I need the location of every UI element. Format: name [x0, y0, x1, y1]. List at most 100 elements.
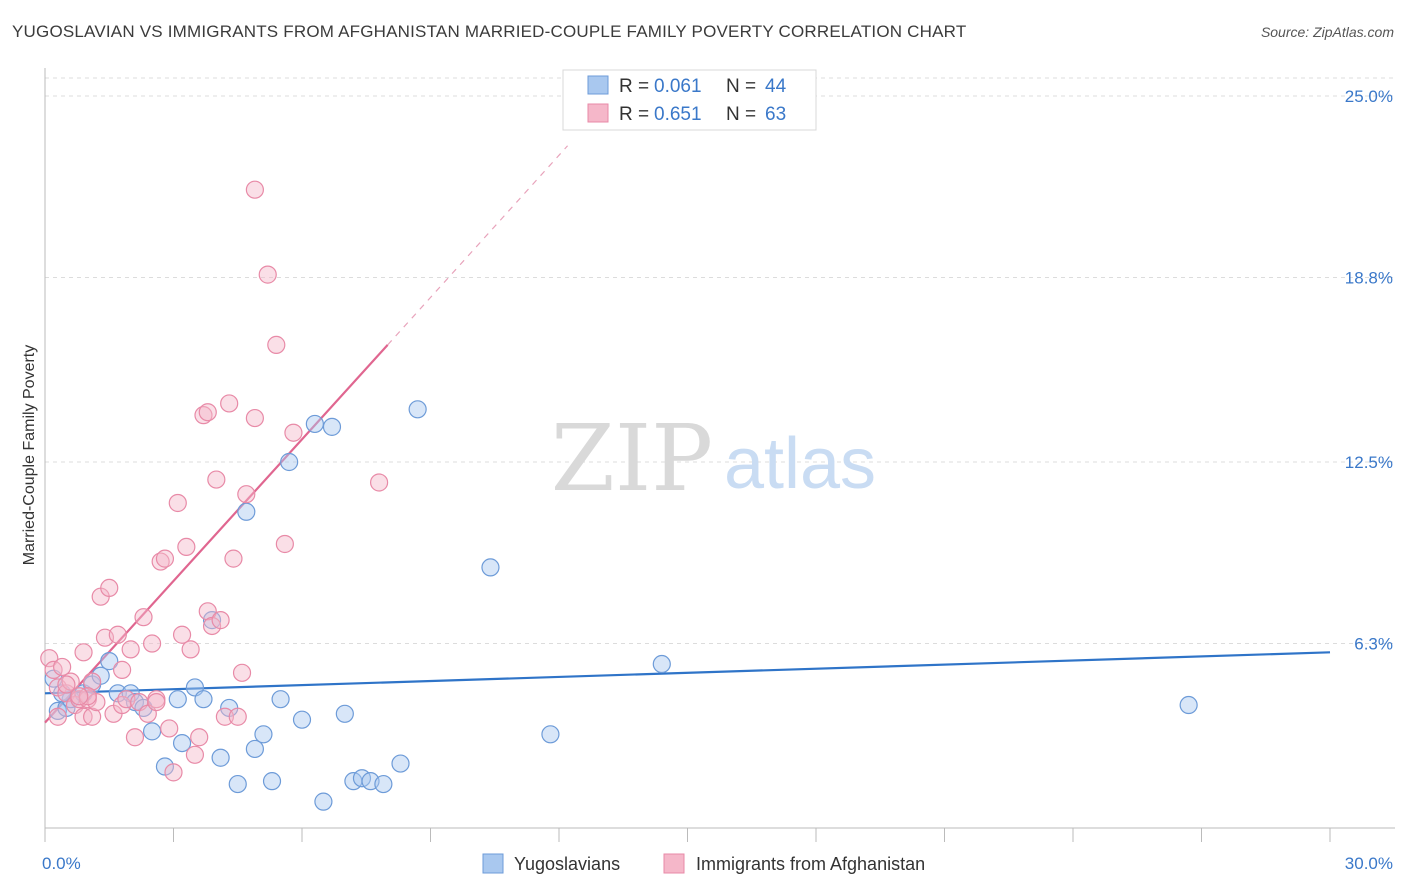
afghanistan-point — [207, 470, 226, 489]
afghanistan-trend-extension — [387, 145, 569, 346]
yugoslavian-point — [271, 690, 290, 709]
stats-n-label-blue: N = — [726, 76, 756, 97]
y-tick-label: 25.0% — [1345, 87, 1393, 106]
afghanistan-point — [147, 692, 166, 712]
y-tick-label: 18.8% — [1345, 269, 1393, 288]
source-label: Source: ZipAtlas.com — [1260, 24, 1394, 40]
chart-title: YUGOSLAVIAN VS IMMIGRANTS FROM AFGHANIST… — [12, 22, 967, 41]
data-points — [40, 180, 1198, 811]
yugoslavian-point — [335, 704, 354, 723]
yugoslavian-point — [168, 690, 187, 709]
yugoslavian-point — [652, 654, 671, 674]
yugoslavian-trend-line — [44, 651, 1331, 695]
afghanistan-point — [258, 265, 277, 284]
stats-n-value-pink: 63 — [765, 104, 786, 125]
afghanistan-point — [237, 485, 256, 504]
grid-lines — [45, 77, 1395, 645]
stats-r-label-blue: R = — [619, 76, 649, 97]
afghanistan-trend-line — [44, 344, 389, 724]
afghanistan-point — [370, 473, 389, 492]
watermark-atlas: atlas — [724, 424, 876, 504]
afghanistan-point — [198, 602, 217, 621]
stats-swatch-pink — [587, 103, 609, 123]
y-axis-label: Married-Couple Family Poverty — [21, 345, 38, 566]
stats-n-label-pink: N = — [726, 104, 756, 125]
stats-n-value-blue: 44 — [765, 76, 787, 97]
stats-swatch-blue — [587, 75, 609, 95]
afghanistan-point — [172, 625, 192, 644]
stats-r-label-pink: R = — [619, 104, 649, 125]
stats-legend: R = 0.061 N = 44 R = 0.651 N = 63 — [562, 69, 817, 131]
afghanistan-point — [142, 634, 162, 653]
legend-swatch-afghanistan — [663, 853, 685, 874]
afghanistan-point — [125, 728, 145, 747]
afghanistan-point — [168, 493, 187, 513]
series-legend: Yugoslavians Immigrants from Afghanistan — [482, 853, 925, 874]
afghanistan-point — [275, 534, 294, 554]
afghanistan-point — [164, 763, 183, 782]
afghanistan-point — [155, 549, 175, 568]
afghanistan-point — [40, 649, 59, 668]
watermark: ZIP atlas — [551, 405, 876, 512]
yugoslavian-point — [172, 733, 192, 753]
afghanistan-point — [245, 408, 264, 428]
yugoslavian-point — [254, 725, 273, 744]
afghanistan-point — [70, 687, 89, 706]
yugoslavian-point — [280, 452, 299, 472]
afghanistan-point — [121, 640, 140, 659]
afghanistan-point — [228, 707, 247, 726]
yugoslavian-point — [142, 722, 162, 741]
afghanistan-point — [181, 640, 200, 659]
yugoslavian-point — [305, 414, 324, 434]
afghanistan-point — [211, 611, 230, 630]
afghanistan-point — [224, 549, 243, 568]
y-tick-labels: 6.3% 12.5% 18.8% 25.0% — [1345, 87, 1393, 654]
afghanistan-point — [190, 728, 209, 747]
afghanistan-point — [198, 403, 217, 422]
afghanistan-point — [100, 578, 119, 598]
afghanistan-point — [53, 657, 72, 677]
yugoslavian-point — [211, 748, 230, 767]
trend-lines — [44, 145, 1331, 724]
yugoslavian-point — [481, 558, 500, 577]
afghanistan-point — [215, 707, 234, 726]
legend-swatch-yugoslavians — [482, 853, 504, 874]
yugoslavian-point — [237, 502, 256, 521]
afghanistan-point — [57, 675, 76, 694]
legend-label-afghanistan: Immigrants from Afghanistan — [696, 854, 925, 874]
x-tick-label: 0.0% — [42, 854, 81, 873]
yugoslavian-point — [100, 652, 119, 671]
afghanistan-point — [48, 707, 67, 726]
yugoslavian-point — [292, 710, 312, 729]
afghanistan-point — [83, 672, 102, 691]
stats-r-value-blue: 0.061 — [654, 76, 702, 97]
axes — [44, 68, 1395, 842]
afghanistan-point — [160, 719, 179, 738]
afghanistan-point — [74, 643, 93, 662]
yugoslavian-point — [408, 400, 427, 419]
yugoslavian-point — [391, 754, 410, 773]
legend-label-yugoslavians: Yugoslavians — [514, 854, 620, 874]
yugoslavian-point — [314, 792, 333, 811]
afghanistan-point — [112, 660, 132, 679]
y-tick-label: 6.3% — [1354, 635, 1393, 654]
watermark-zip: ZIP — [551, 405, 713, 512]
afghanistan-point — [108, 625, 127, 644]
afghanistan-point — [177, 537, 196, 557]
yugoslavian-point — [322, 417, 342, 436]
afghanistan-point — [220, 394, 239, 413]
yugoslavian-point — [228, 774, 247, 794]
afghanistan-point — [245, 180, 264, 199]
afghanistan-point — [232, 663, 252, 682]
afghanistan-point — [83, 707, 102, 726]
afghanistan-point — [267, 335, 286, 354]
yugoslavian-point — [374, 774, 393, 794]
stats-r-value-pink: 0.651 — [654, 104, 702, 125]
yugoslavian-point — [262, 772, 282, 791]
afghanistan-point — [134, 608, 153, 627]
yugoslavian-point — [245, 739, 264, 759]
yugoslavian-point — [1179, 695, 1198, 715]
x-tick-label: 30.0% — [1345, 854, 1393, 873]
y-tick-label: 12.5% — [1345, 453, 1393, 472]
